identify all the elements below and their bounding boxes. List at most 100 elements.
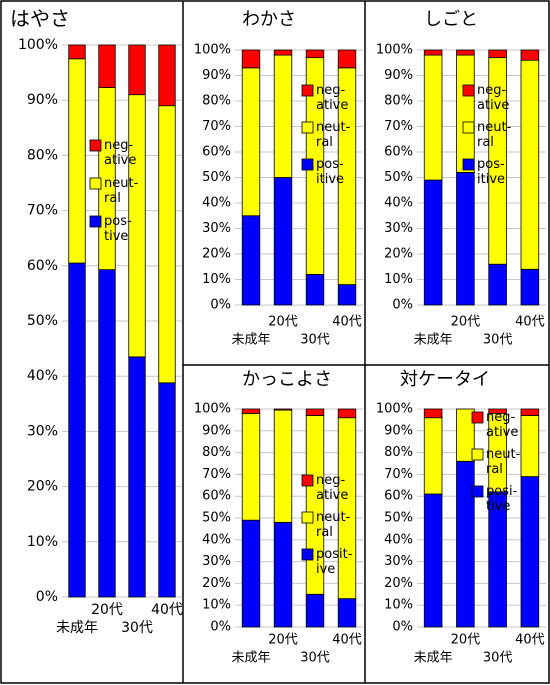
bar-segment	[423, 408, 443, 419]
bar-segment	[68, 58, 86, 264]
y-tick-label: 100%	[194, 402, 231, 417]
y-tick-label: 20%	[384, 576, 413, 591]
y-tick-label: 80%	[202, 94, 231, 109]
chart-title: はやさ	[10, 7, 70, 31]
y-tick-label: 10%	[202, 272, 231, 287]
x-tick-label: 未成年	[414, 333, 453, 348]
x-tick-label: 未成年	[56, 620, 98, 636]
legend-swatch	[89, 177, 102, 190]
x-tick-label: 未成年	[231, 651, 270, 666]
bar-segment	[456, 171, 475, 306]
y-tick-label: 60%	[384, 145, 413, 160]
bar-segment	[305, 408, 325, 416]
y-tick-label: 100%	[376, 402, 413, 417]
x-tick-label: 未成年	[414, 651, 453, 666]
x-tick-label: 30代	[300, 651, 330, 666]
x-tick-label: 30代	[483, 333, 513, 348]
y-tick-label: 10%	[384, 598, 413, 613]
y-tick-label: 0%	[36, 589, 58, 605]
bar-segment	[128, 44, 146, 96]
y-tick-label: 40%	[202, 532, 231, 547]
y-tick-label: 40%	[384, 196, 413, 211]
bar-segment	[273, 409, 293, 523]
y-tick-label: 0%	[210, 620, 231, 635]
bar-segment	[520, 268, 540, 306]
legend-label: neut- ral	[477, 120, 512, 150]
y-tick-label: 50%	[384, 511, 413, 526]
x-tick-label: 30代	[121, 620, 153, 636]
y-tick-label: 60%	[202, 489, 231, 504]
bar-segment	[98, 269, 116, 598]
y-tick-label: 50%	[27, 313, 58, 329]
y-tick-label: 60%	[27, 258, 58, 274]
legend-label: neut- ral	[104, 176, 139, 206]
legend-label: neg- ative	[486, 410, 519, 440]
x-tick-label: 40代	[515, 315, 545, 330]
x-tick-label: 30代	[300, 333, 330, 348]
x-tick-label: 40代	[332, 633, 362, 648]
x-tick-label: 40代	[515, 633, 545, 648]
bar-segment	[158, 44, 176, 107]
legend-swatch	[471, 485, 484, 498]
bar-segment	[273, 177, 293, 306]
bar-segment	[68, 262, 86, 598]
y-tick-label: 40%	[384, 532, 413, 547]
bar-segment	[488, 49, 507, 59]
y-tick-label: 40%	[27, 368, 58, 384]
bar-segment	[488, 408, 507, 414]
bar-segment	[305, 593, 325, 628]
bar-segment	[158, 382, 176, 598]
legend-label: pos- itive	[316, 157, 345, 187]
chart-title: かっこよさ	[242, 369, 332, 390]
y-tick-label: 100%	[18, 37, 58, 53]
bar-segment	[273, 54, 293, 178]
legend-label: pos- tive	[104, 214, 132, 244]
bar-segment	[423, 49, 443, 56]
y-tick-label: 20%	[202, 247, 231, 262]
bar-segment	[456, 460, 475, 628]
bar-segment	[520, 49, 540, 61]
y-tick-label: 30%	[202, 554, 231, 569]
y-tick-label: 0%	[392, 298, 413, 313]
bar-segment	[423, 417, 443, 495]
y-tick-label: 60%	[384, 489, 413, 504]
bar-segment	[273, 49, 293, 56]
y-tick-label: 80%	[27, 147, 58, 163]
y-tick-label: 60%	[202, 145, 231, 160]
bar-segment	[488, 263, 507, 306]
bar-segment	[520, 408, 540, 416]
legend-label: neut- ral	[316, 120, 351, 150]
y-tick-label: 30%	[202, 221, 231, 236]
bar-segment	[128, 356, 146, 598]
chart-title: わかさ	[242, 9, 296, 30]
legend-swatch	[301, 84, 314, 97]
y-tick-label: 100%	[194, 43, 231, 58]
bar-segment	[520, 59, 540, 270]
legend-label: neg- ative	[104, 138, 137, 168]
legend-swatch	[89, 139, 102, 152]
bar-segment	[423, 54, 443, 181]
y-tick-label: 30%	[384, 221, 413, 236]
bar-segment	[241, 215, 261, 306]
x-tick-label: 30代	[483, 651, 513, 666]
bar-segment	[158, 105, 176, 384]
bar-segment	[337, 49, 357, 69]
legend-swatch	[471, 448, 484, 461]
bar-segment	[337, 598, 357, 628]
legend-label: posi- tive	[486, 484, 518, 514]
legend-swatch	[89, 215, 102, 228]
y-tick-label: 50%	[202, 170, 231, 185]
legend-swatch	[301, 548, 314, 561]
y-tick-label: 90%	[202, 423, 231, 438]
y-tick-label: 20%	[202, 576, 231, 591]
bar-segment	[68, 44, 86, 60]
bar-segment	[423, 179, 443, 306]
y-tick-label: 50%	[384, 170, 413, 185]
bar-segment	[337, 408, 357, 419]
y-tick-label: 80%	[384, 445, 413, 460]
legend-swatch	[301, 158, 314, 171]
y-tick-label: 90%	[384, 423, 413, 438]
legend-swatch	[301, 511, 314, 524]
